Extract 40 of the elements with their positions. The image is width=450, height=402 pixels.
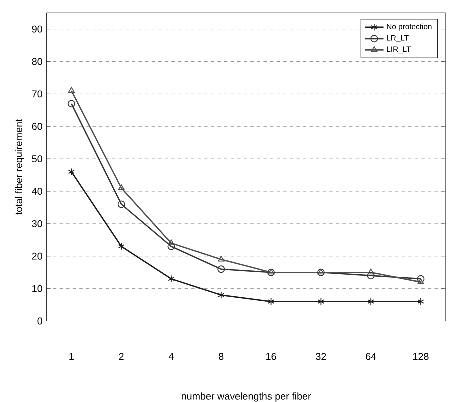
x-tick-label: 4 [168, 353, 174, 360]
point [368, 298, 374, 306]
point [68, 100, 76, 108]
point [417, 275, 425, 283]
point [418, 298, 424, 306]
point [168, 275, 175, 283]
y-tick-label: 60 [32, 122, 42, 130]
x-tick-label: 16 [266, 353, 276, 360]
point [68, 168, 75, 176]
x-axis-title: number wavelengths per fiber [182, 392, 312, 402]
y-tick-label: 30 [32, 220, 42, 228]
y-tick-label: 20 [32, 252, 42, 260]
y-tick-label: 90 [32, 26, 42, 33]
y-tick-label: 0 [38, 318, 42, 325]
y-tick-label: 70 [32, 90, 42, 98]
x-tick-label: 8 [219, 353, 224, 360]
point [218, 256, 225, 262]
point [168, 242, 176, 250]
point [168, 240, 175, 246]
x-tick-label: 1 [70, 353, 74, 360]
point [118, 200, 126, 208]
y-tick-label: 50 [32, 155, 42, 162]
point [268, 298, 275, 306]
point [118, 184, 125, 190]
x-tick-label: 2 [119, 353, 124, 360]
y-tick-label: 80 [32, 58, 42, 66]
x-tick-label: 64 [366, 353, 376, 360]
point [318, 298, 324, 306]
y-tick-label: 10 [32, 285, 42, 292]
point [118, 242, 125, 250]
y-axis-title: total fiber requirement [15, 119, 24, 215]
x-tick-label: 128 [414, 353, 429, 360]
point [218, 291, 225, 299]
point [367, 272, 375, 280]
point [218, 265, 226, 273]
point [368, 268, 374, 275]
point [418, 278, 424, 284]
x-tick-label: 32 [316, 353, 326, 360]
y-tick-label: 40 [32, 188, 42, 195]
point [68, 87, 75, 93]
